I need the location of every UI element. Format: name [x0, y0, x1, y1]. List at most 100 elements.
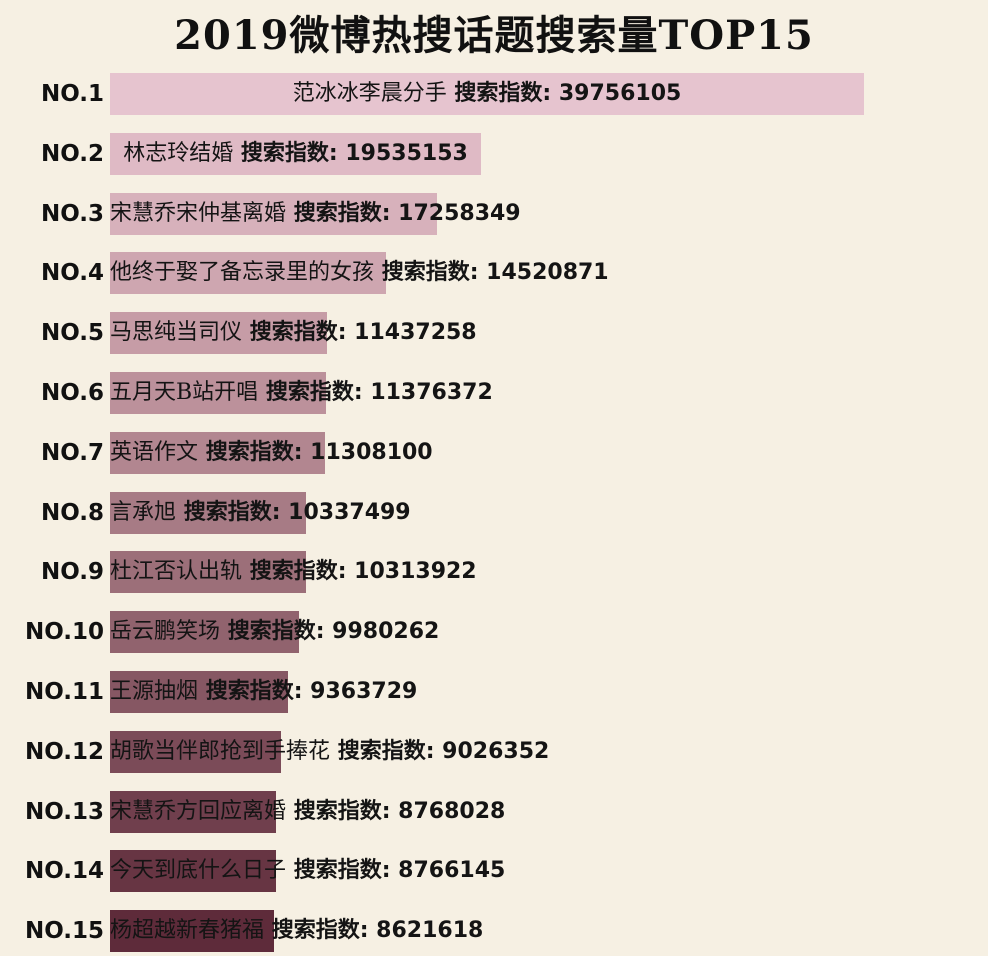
rank-label: NO.9: [40, 559, 104, 585]
value-prefix: 搜索指数:: [337, 739, 443, 764]
bar-row: NO.5 马思纯当司仪 搜索指数: 11437258: [0, 312, 988, 354]
bar: [110, 372, 326, 414]
topic-text: 岳云鹏笑场: [110, 619, 221, 644]
bar-data-label: 英语作文 搜索指数: 11308100: [110, 432, 433, 474]
bar-data-label: 林志玲结婚 搜索指数: 19535153: [110, 133, 481, 175]
value-text: 19535153: [345, 141, 468, 166]
value-prefix: 搜索指数:: [381, 260, 487, 285]
topic-text: 杜江否认出轨: [110, 559, 243, 584]
rank-label: NO.14: [24, 858, 104, 884]
bar: [110, 252, 386, 294]
bar-row: NO.3 宋慧乔宋仲基离婚 搜索指数: 17258349: [0, 193, 988, 235]
bar-data-label: 他终于娶了备忘录里的女孩 搜索指数: 14520871: [110, 252, 609, 294]
value-text: 10313922: [354, 559, 477, 584]
bar: [110, 312, 327, 354]
bar-data-label: 马思纯当司仪 搜索指数: 11437258: [110, 312, 477, 354]
value-text: 9026352: [442, 739, 550, 764]
bar: [110, 551, 306, 593]
bar-row: NO.9 杜江否认出轨 搜索指数: 10313922: [0, 551, 988, 593]
rank-label: NO.8: [40, 500, 104, 526]
bar: [110, 492, 306, 534]
value-text: 11376372: [370, 380, 493, 405]
value-prefix: 搜索指数:: [240, 141, 346, 166]
bar: [110, 432, 325, 474]
bar-row: NO.6 五月天B站开唱 搜索指数: 11376372: [0, 372, 988, 414]
rank-label: NO.5: [40, 320, 104, 346]
rank-label: NO.13: [24, 799, 104, 825]
bar-data-label: 范冰冰李晨分手 搜索指数: 39756105: [110, 73, 864, 115]
topic-text: 他终于娶了备忘录里的女孩: [110, 260, 375, 285]
bar-data-label: 宋慧乔宋仲基离婚 搜索指数: 17258349: [110, 193, 521, 235]
topic-text: 言承旭: [110, 500, 177, 525]
bar-data-label: 五月天B站开唱 搜索指数: 11376372: [110, 372, 493, 414]
value-text: 11437258: [354, 320, 477, 345]
value-prefix: 搜索指数:: [265, 380, 371, 405]
value-text: 8768028: [398, 799, 506, 824]
bar-row: NO.13 宋慧乔方回应离婚 搜索指数: 8768028: [0, 791, 988, 833]
value-prefix: 搜索指数:: [293, 858, 399, 883]
bar: [110, 791, 276, 833]
bar: [110, 73, 864, 115]
value-prefix: 搜索指数:: [227, 619, 333, 644]
topic-text: 宋慧乔方回应离婚: [110, 799, 287, 824]
bar-data-label: 宋慧乔方回应离婚 搜索指数: 8768028: [110, 791, 505, 833]
value-prefix: 搜索指数:: [205, 440, 311, 465]
value-text: 39756105: [558, 81, 682, 106]
rank-label: NO.12: [24, 739, 104, 765]
bar-row: NO.2 林志玲结婚 搜索指数: 19535153: [0, 133, 988, 175]
bar-row: NO.4 他终于娶了备忘录里的女孩 搜索指数: 14520871: [0, 252, 988, 294]
topic-text: 马思纯当司仪: [110, 320, 243, 345]
rank-label: NO.7: [40, 440, 104, 466]
value-prefix: 搜索指数:: [183, 500, 289, 525]
value-text: 17258349: [398, 201, 521, 226]
bar: [110, 671, 288, 713]
bar: [110, 910, 274, 952]
bar-row: NO.15 杨超越新春猪福 搜索指数: 8621618: [0, 910, 988, 952]
topic-text: 胡歌当伴郎抢到手捧花: [110, 739, 331, 764]
value-text: 9363729: [310, 679, 418, 704]
topic-text: 宋慧乔宋仲基离婚: [110, 201, 287, 226]
bar: [110, 193, 437, 235]
value-prefix: 搜索指数:: [249, 559, 355, 584]
value-text: 10337499: [288, 500, 411, 525]
rank-label: NO.6: [40, 380, 104, 406]
bar-data-label: 胡歌当伴郎抢到手捧花 搜索指数: 9026352: [110, 731, 549, 773]
bar-row: NO.1 范冰冰李晨分手 搜索指数: 39756105: [0, 73, 988, 115]
value-text: 8766145: [398, 858, 506, 883]
bar: [110, 133, 481, 175]
topic-text: 五月天B站开唱: [110, 380, 259, 405]
topic-text: 林志玲结婚: [123, 141, 234, 166]
topic-text: 杨超越新春猪福: [110, 918, 265, 943]
topic-text: 今天到底什么日子: [110, 858, 287, 883]
chart-title: 2019微博热搜话题搜索量TOP15: [174, 12, 814, 59]
rank-label: NO.4: [40, 260, 104, 286]
value-text: 11308100: [310, 440, 433, 465]
rank-label: NO.2: [40, 141, 104, 167]
bar-row: NO.11 王源抽烟 搜索指数: 9363729: [0, 671, 988, 713]
bar-data-label: 岳云鹏笑场 搜索指数: 9980262: [110, 611, 439, 653]
bar-data-label: 今天到底什么日子 搜索指数: 8766145: [110, 850, 505, 892]
value-prefix: 搜索指数:: [293, 201, 399, 226]
rank-label: NO.1: [40, 81, 104, 107]
rank-label: NO.11: [24, 679, 104, 705]
topic-text: 英语作文: [110, 440, 199, 465]
rank-label: NO.3: [40, 201, 104, 227]
topic-text: 王源抽烟: [110, 679, 199, 704]
bar-data-label: 王源抽烟 搜索指数: 9363729: [110, 671, 417, 713]
value-text: 14520871: [486, 260, 609, 285]
value-text: 8621618: [376, 918, 484, 943]
topic-text: 范冰冰李晨分手: [292, 81, 447, 106]
bar-row: NO.7 英语作文 搜索指数: 11308100: [0, 432, 988, 474]
bar-data-label: 杜江否认出轨 搜索指数: 10313922: [110, 551, 477, 593]
bar-row: NO.12 胡歌当伴郎抢到手捧花 搜索指数: 9026352: [0, 731, 988, 773]
value-prefix: 搜索指数:: [454, 81, 559, 106]
bar: [110, 731, 281, 773]
rank-label: NO.10: [24, 619, 104, 645]
bar: [110, 850, 276, 892]
bar-data-label: 言承旭 搜索指数: 10337499: [110, 492, 411, 534]
value-prefix: 搜索指数:: [249, 320, 355, 345]
bar-row: NO.8 言承旭 搜索指数: 10337499: [0, 492, 988, 534]
bar-data-label: 杨超越新春猪福 搜索指数: 8621618: [110, 910, 483, 952]
value-text: 9980262: [332, 619, 440, 644]
bar-row: NO.10 岳云鹏笑场 搜索指数: 9980262: [0, 611, 988, 653]
